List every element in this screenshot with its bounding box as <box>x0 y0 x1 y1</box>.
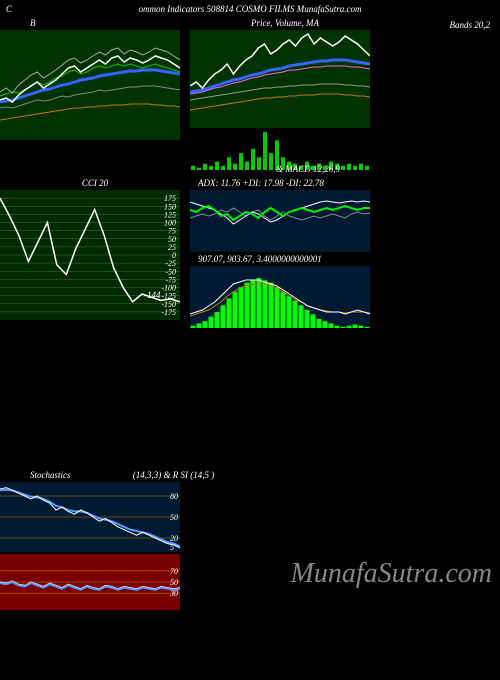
svg-text:-175: -175 <box>161 308 176 317</box>
svg-text:5: 5 <box>170 543 174 552</box>
stoch-title: Stochastics <box>30 470 71 480</box>
adx-chart <box>190 190 370 252</box>
row-2: CCI 20 1751501251007550250-25-50-75-100-… <box>0 176 500 328</box>
pricema-panel: Price, Volume, MA <box>190 16 380 170</box>
macd-chart <box>190 266 370 328</box>
stoch-panel: Stochastics (14,3,3) & R SI (14,5 ) 80 50… <box>0 468 500 610</box>
svg-text:20: 20 <box>170 534 178 543</box>
header-right: Bands 20,2 <box>450 20 491 30</box>
adx-macd-panel: ADX: 11.76 +DI: 17.98 -DI: 22.78 & MACD … <box>190 176 380 328</box>
rsi-chart: 705030 <box>0 554 180 610</box>
svg-text:70: 70 <box>170 567 178 576</box>
header-center: ommon Indicators 508814 COSMO FILMS Muna… <box>139 4 362 14</box>
bollinger-title: B <box>0 16 190 30</box>
pricema-title: Price, Volume, MA <box>190 16 380 30</box>
svg-text:-144: -144 <box>144 290 161 300</box>
cci-panel: CCI 20 1751501251007550250-25-50-75-100-… <box>0 176 190 328</box>
svg-text:50: 50 <box>170 513 178 522</box>
bollinger-panel: B <box>0 16 190 170</box>
macd-values: 907.07, 903.67, 3.4000000000001 <box>190 252 380 266</box>
header-left-letter: C <box>6 4 12 14</box>
stoch-params: (14,3,3) & R SI (14,5 ) <box>133 470 214 480</box>
row-3: Stochastics (14,3,3) & R SI (14,5 ) 80 50… <box>0 468 500 610</box>
bollinger-chart <box>0 30 180 140</box>
adx-title: ADX: 11.76 +DI: 17.98 -DI: 22.78 <box>198 178 324 188</box>
svg-text:80: 80 <box>170 492 178 501</box>
svg-text:50: 50 <box>170 578 178 587</box>
cci-title: CCI 20 <box>0 176 190 190</box>
row-1: B Price, Volume, MA <box>0 16 500 170</box>
cci-chart: 1751501251007550250-25-50-75-100-125-150… <box>0 190 180 320</box>
spacer <box>0 328 500 468</box>
macd-label: & MACD 12,26,9 <box>276 164 340 174</box>
page-header: C ommon Indicators 508814 COSMO FILMS Mu… <box>0 0 500 16</box>
pricema-chart <box>190 30 370 170</box>
stoch-chart: 80 50 205 <box>0 482 180 552</box>
